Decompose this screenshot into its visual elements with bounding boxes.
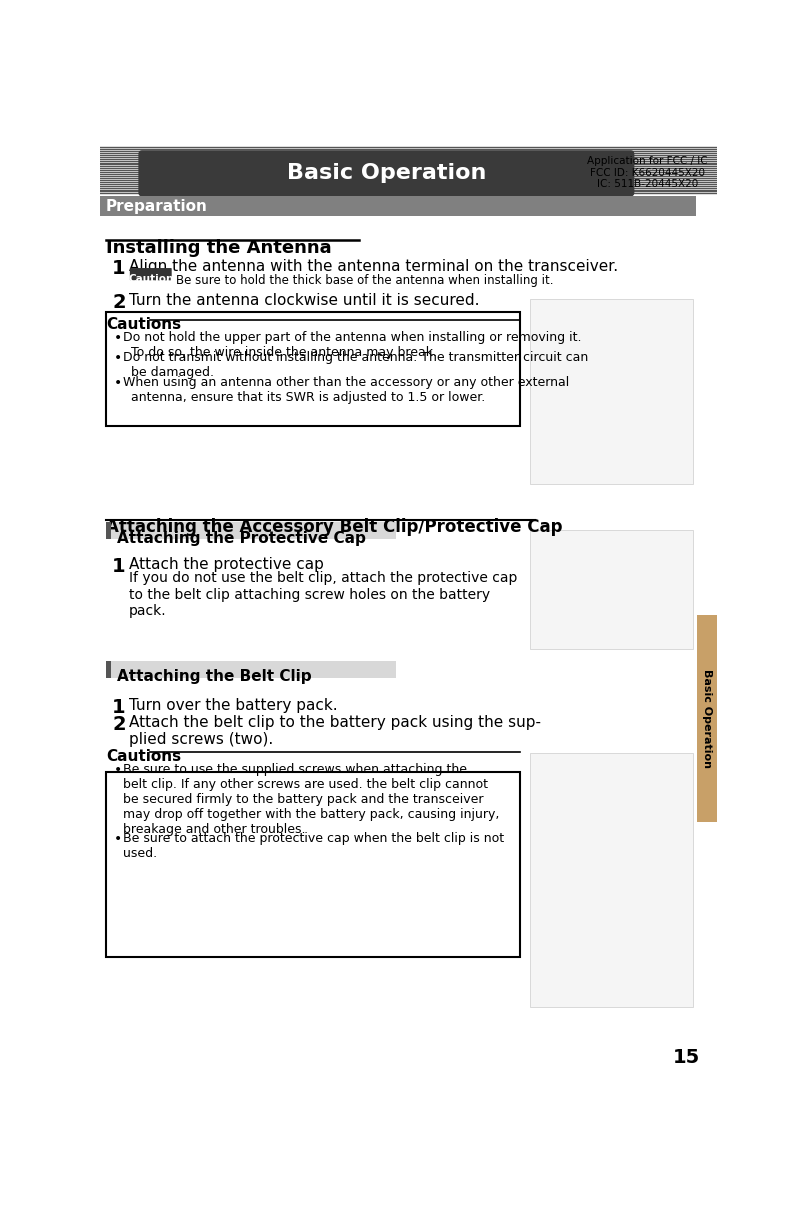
Text: 15: 15	[673, 1048, 701, 1067]
Bar	[106, 660, 396, 677]
Text: •: •	[114, 375, 122, 390]
Text: Attach the protective cap: Attach the protective cap	[129, 556, 324, 572]
Text: 2: 2	[112, 293, 126, 313]
Text: Preparation: Preparation	[106, 199, 208, 214]
Text: Installing the Antenna: Installing the Antenna	[106, 239, 332, 257]
Text: Attaching the Protective Cap: Attaching the Protective Cap	[116, 531, 366, 546]
Bar	[106, 523, 396, 540]
Bar	[530, 530, 693, 649]
Text: 2: 2	[112, 715, 126, 734]
Text: 1: 1	[112, 698, 126, 717]
Text: Basic Operation: Basic Operation	[702, 669, 713, 768]
Text: 1: 1	[112, 556, 126, 576]
FancyBboxPatch shape	[139, 150, 634, 197]
Text: Be sure to use the supplied screws when attaching the
belt clip. If any other sc: Be sure to use the supplied screws when …	[123, 763, 499, 836]
Text: 1: 1	[112, 258, 126, 278]
Bar	[106, 311, 520, 426]
FancyBboxPatch shape	[130, 268, 171, 280]
Text: Attaching the Belt Clip: Attaching the Belt Clip	[116, 669, 312, 684]
Text: •: •	[114, 833, 122, 846]
Bar	[106, 523, 112, 540]
Bar	[106, 660, 112, 677]
Text: Turn over the battery pack.: Turn over the battery pack.	[129, 698, 338, 712]
Text: Attaching the Accessory Belt Clip/Protective Cap: Attaching the Accessory Belt Clip/Protec…	[106, 518, 563, 536]
Text: Application for FCC / IC
FCC ID: K6620445X20
IC: 511B-20445X20: Application for FCC / IC FCC ID: K662044…	[587, 156, 708, 189]
Text: If you do not use the belt clip, attach the protective cap
to the belt clip atta: If you do not use the belt clip, attach …	[129, 571, 517, 618]
Bar	[697, 614, 717, 822]
Text: When using an antenna other than the accessory or any other external
  antenna, : When using an antenna other than the acc…	[123, 375, 569, 404]
Bar	[530, 753, 693, 1007]
Text: •: •	[114, 763, 122, 777]
Text: •: •	[114, 351, 122, 366]
Text: Basic Operation: Basic Operation	[287, 163, 486, 183]
Text: Attach the belt clip to the battery pack using the sup-
plied screws (two).: Attach the belt clip to the battery pack…	[129, 715, 541, 747]
Text: Cautions: Cautions	[106, 748, 181, 764]
Text: Align the antenna with the antenna terminal on the transceiver.: Align the antenna with the antenna termi…	[129, 258, 618, 274]
Text: Do not hold the upper part of the antenna when installing or removing it.
  To d: Do not hold the upper part of the antenn…	[123, 331, 581, 360]
Text: Turn the antenna clockwise until it is secured.: Turn the antenna clockwise until it is s…	[129, 293, 480, 309]
Text: Cautions: Cautions	[106, 317, 181, 332]
Text: •: •	[114, 331, 122, 345]
Bar	[100, 197, 697, 216]
Text: Be sure to attach the protective cap when the belt clip is not
used.: Be sure to attach the protective cap whe…	[123, 833, 504, 861]
Text: Do not transmit without installing the antenna. The transmitter circuit can
  be: Do not transmit without installing the a…	[123, 351, 588, 379]
Bar	[530, 299, 693, 484]
Text: Be sure to hold the thick base of the antenna when installing it.: Be sure to hold the thick base of the an…	[175, 274, 553, 287]
Bar	[106, 772, 520, 957]
Text: Caution: Caution	[128, 274, 174, 284]
